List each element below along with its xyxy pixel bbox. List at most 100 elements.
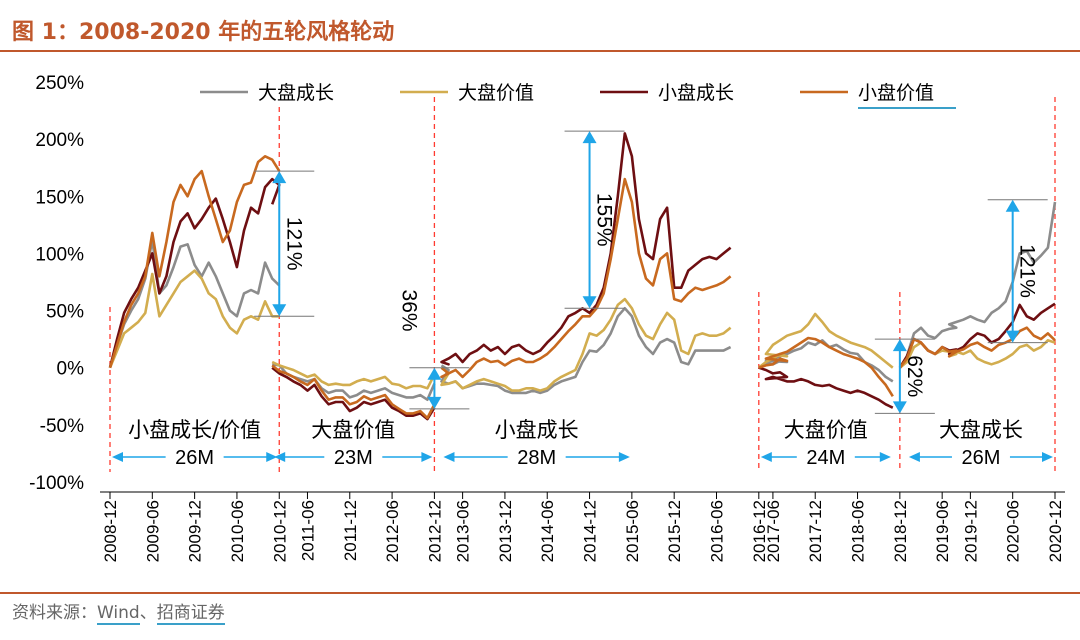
period-label: 大盘价值 (784, 418, 868, 442)
series-line-small_value (440, 177, 732, 379)
gap-arrowhead (427, 367, 442, 380)
duration-arrowhead (421, 452, 433, 462)
period-duration: 26M (961, 447, 1000, 469)
gap-arrowhead (582, 296, 597, 309)
y-tick-label: 200% (35, 130, 84, 151)
period-labels: 小盘成长/价值 26M 大盘价值 23M 小盘成长 28M 大盘价值 24M 大盘成长 26M (112, 418, 1053, 469)
gap-label: 36% (397, 290, 420, 332)
y-tick-label: -50% (40, 416, 84, 437)
x-tick-label: 2019-12 (961, 500, 980, 562)
x-tick-label: 2012-12 (425, 500, 444, 562)
x-tick-label: 2015-12 (665, 500, 684, 562)
title-rule (0, 50, 1080, 52)
period-boundaries (109, 97, 1056, 472)
gap-label: 121% (282, 217, 305, 271)
y-axis: -100% -50% 0% 50% 100% 150% 200% 250% (29, 73, 84, 494)
duration-arrowhead (443, 452, 455, 462)
series-line-large_value (757, 312, 894, 369)
x-tick-label: 2018-06 (849, 500, 868, 562)
series-lines (108, 132, 1057, 421)
gap-annotations: 121% 36% 155% 62% 121% (254, 130, 1048, 414)
period-label: 小盘成长/价值 (128, 418, 261, 442)
series-line-large_value (271, 360, 436, 390)
period-duration: 28M (517, 447, 556, 469)
source-prefix: 资料来源： (12, 603, 97, 623)
gap-arrowhead (892, 401, 907, 414)
y-tick-label: 100% (35, 244, 84, 265)
period-duration: 24M (806, 447, 845, 469)
series-line-small_value (898, 326, 1056, 369)
source-cms: 招商证券 (156, 603, 225, 625)
x-tick-label: 2009-12 (186, 500, 205, 562)
x-tick-label: 2016-06 (707, 500, 726, 562)
figure-title: 图 1：2008-2020 年的五轮风格轮动 (12, 20, 395, 45)
duration-arrowhead (1042, 452, 1053, 462)
series-line-small_value (758, 336, 894, 397)
x-tick-label: 2019-06 (933, 500, 952, 562)
series-line-large_value (108, 269, 280, 369)
series-line-small_value (108, 155, 281, 369)
series-line-small_growth (108, 177, 281, 369)
period-label: 大盘成长 (939, 418, 1023, 442)
series-line-small_growth (758, 366, 894, 409)
legend-label: 大盘价值 (458, 82, 534, 104)
x-tick-label: 2020-06 (1004, 500, 1023, 562)
legend-item-large_growth: 大盘成长 (200, 82, 334, 104)
y-tick-label: -100% (29, 473, 84, 494)
x-tick-label: 2013-06 (454, 500, 473, 562)
gap-label: 155% (593, 193, 616, 247)
duration-arrowhead (879, 452, 891, 462)
legend-item-small_growth: 小盘成长 (600, 82, 734, 104)
x-tick-label: 2013-12 (496, 500, 515, 562)
x-tick-label: 2010-12 (270, 500, 289, 562)
series-line-large_value (440, 297, 732, 392)
duration-arrowhead (760, 452, 772, 462)
y-tick-label: 0% (57, 359, 85, 380)
legend-label: 小盘价值 (858, 82, 934, 104)
series-line-large_growth (898, 201, 1057, 369)
gap-arrowhead (427, 396, 442, 409)
series-line-large_growth (272, 363, 436, 402)
source-note: 资料来源：Wind、招商证券 (12, 598, 225, 625)
x-tick-label: 2016-12 (750, 500, 769, 562)
x-tick-label: 2014-12 (581, 500, 600, 562)
bottom-rule (0, 592, 1080, 594)
series-line-large_growth (108, 238, 281, 369)
x-tick-label: 2018-12 (891, 500, 910, 562)
period-label: 小盘成长 (495, 418, 579, 442)
gap-arrowhead (892, 339, 907, 352)
duration-arrowhead (112, 452, 123, 462)
duration-arrowhead (618, 452, 630, 462)
gap-arrowhead (272, 171, 287, 184)
legend-label: 小盘成长 (658, 82, 734, 104)
y-tick-label: 50% (46, 302, 84, 323)
series-line-small_growth (271, 366, 436, 421)
duration-arrowhead (266, 452, 278, 462)
chart: -100%-50%0%50%100%150%200%250% 2008-12 20… (29, 73, 1065, 562)
x-tick-label: 2008-12 (101, 500, 120, 562)
x-tick-label: 2017-12 (806, 500, 825, 562)
series-line-small_growth (440, 132, 732, 366)
gap-arrowhead (1005, 199, 1020, 212)
legend-item-large_value: 大盘价值 (400, 82, 534, 104)
legend: 大盘成长 大盘价值 小盘成长 小盘价值 (200, 82, 956, 109)
gap-arrowhead (582, 131, 597, 144)
source-wind: Wind (97, 603, 140, 625)
series-line-large_growth (440, 306, 732, 395)
x-tick-label: 2011-06 (298, 500, 317, 561)
x-tick-label: 2015-06 (623, 500, 642, 562)
x-tick-label: 2017-06 (764, 500, 783, 562)
gap-label: 121% (1016, 244, 1039, 298)
gap-label: 62% (903, 355, 926, 397)
x-tick-label: 2020-12 (1046, 500, 1065, 562)
y-tick-label: 150% (35, 187, 84, 208)
period-duration: 23M (334, 447, 373, 469)
x-tick-label: 2012-06 (383, 500, 402, 562)
series-line-small_value (271, 364, 436, 420)
gap-arrowhead (1005, 330, 1020, 343)
x-tick-label: 2011-12 (341, 500, 360, 561)
x-tick-label: 2014-06 (538, 500, 557, 562)
duration-arrowhead (908, 452, 920, 462)
gap-arrowhead (272, 304, 287, 317)
period-duration: 26M (175, 447, 214, 469)
